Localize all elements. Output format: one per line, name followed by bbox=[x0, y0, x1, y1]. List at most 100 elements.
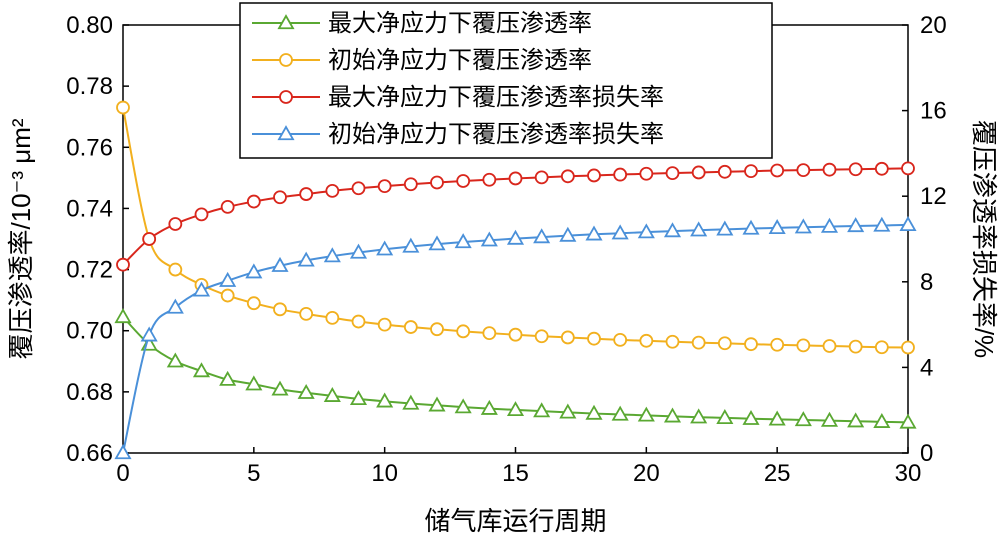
data-point bbox=[690, 408, 708, 424]
y-right-tick-label: 20 bbox=[920, 12, 947, 39]
y-right-tick-label: 8 bbox=[920, 269, 933, 296]
legend: 最大净应力下覆压渗透率初始净应力下覆压渗透率最大净应力下覆压渗透率损失率初始净应… bbox=[239, 2, 773, 159]
legend-label: 最大净应力下覆压渗透率 bbox=[328, 10, 592, 37]
axes-layer: 0 5 10 15 20 25 30 0.66 0.68 0.70 0.72 0.74 0.76 0.78… bbox=[6, 12, 999, 536]
data-point bbox=[377, 179, 392, 194]
data-point bbox=[219, 271, 237, 287]
data-point bbox=[742, 219, 760, 235]
data-point bbox=[376, 392, 394, 408]
legend-marker bbox=[279, 53, 293, 67]
data-point bbox=[349, 390, 368, 406]
data-point bbox=[430, 322, 444, 337]
data-point bbox=[587, 168, 601, 183]
data-point bbox=[166, 352, 184, 368]
data-point bbox=[480, 399, 498, 415]
data-point bbox=[873, 216, 891, 232]
legend-box bbox=[239, 2, 773, 159]
data-point bbox=[637, 223, 655, 239]
data-point bbox=[770, 163, 785, 178]
legend-item-3: 初始净应力下覆压渗透率损失率 bbox=[252, 121, 664, 148]
data-point bbox=[482, 326, 497, 341]
data-point bbox=[585, 225, 603, 241]
data-point bbox=[194, 207, 209, 222]
data-point bbox=[533, 228, 551, 244]
data-point bbox=[168, 217, 183, 231]
x-tick-label: 5 bbox=[247, 460, 260, 487]
data-point bbox=[847, 217, 865, 233]
data-point bbox=[559, 226, 577, 242]
legend-marker bbox=[277, 125, 295, 141]
y-right-tick-label: 0 bbox=[920, 440, 933, 467]
data-point bbox=[166, 298, 184, 314]
x-tick-label: 0 bbox=[116, 460, 129, 487]
data-point bbox=[299, 187, 314, 201]
data-point bbox=[822, 339, 837, 353]
data-point bbox=[716, 409, 734, 424]
data-point bbox=[116, 257, 130, 272]
data-point bbox=[482, 172, 497, 187]
data-point bbox=[297, 383, 315, 399]
y-left-tick-label: 0.78 bbox=[66, 73, 113, 100]
x-axis-title: 储气库运行周期 bbox=[424, 506, 606, 536]
data-point bbox=[848, 162, 863, 177]
data-point bbox=[349, 243, 368, 259]
series-layer bbox=[114, 100, 917, 460]
data-point bbox=[665, 166, 680, 180]
data-point bbox=[403, 177, 418, 192]
data-point bbox=[665, 334, 680, 349]
data-point bbox=[690, 221, 708, 237]
data-point bbox=[454, 398, 472, 414]
y-left-tick-label: 0.74 bbox=[66, 195, 113, 222]
data-point bbox=[192, 362, 211, 378]
data-point bbox=[508, 327, 523, 342]
data-point bbox=[716, 220, 734, 236]
legend-marker bbox=[277, 14, 295, 30]
data-point bbox=[559, 403, 577, 419]
data-point bbox=[794, 411, 812, 427]
data-point bbox=[717, 336, 732, 351]
data-point bbox=[246, 296, 261, 311]
y-left-axis-title: 覆压渗透率/10⁻³ μm² bbox=[6, 118, 36, 359]
data-point bbox=[456, 324, 471, 339]
data-point bbox=[142, 232, 157, 246]
data-point bbox=[613, 332, 628, 347]
y-left-tick-label: 0.72 bbox=[66, 257, 113, 284]
data-point bbox=[428, 396, 446, 412]
data-point bbox=[848, 339, 863, 354]
y-right-tick-label: 12 bbox=[920, 183, 947, 210]
series-1 bbox=[116, 100, 915, 355]
data-point bbox=[611, 224, 629, 240]
series-2 bbox=[116, 161, 915, 272]
data-point bbox=[428, 235, 446, 251]
data-point bbox=[506, 401, 525, 417]
x-tick-label: 20 bbox=[633, 460, 660, 487]
data-point bbox=[192, 281, 211, 297]
data-point bbox=[663, 222, 682, 238]
data-point bbox=[899, 413, 917, 429]
y-left-tick-label: 0.66 bbox=[66, 440, 113, 467]
data-point bbox=[402, 394, 420, 410]
data-point bbox=[770, 337, 785, 352]
x-tick-label: 30 bbox=[895, 460, 922, 487]
data-point bbox=[506, 229, 525, 245]
data-point bbox=[246, 194, 261, 209]
data-point bbox=[639, 333, 654, 348]
data-point bbox=[297, 251, 315, 267]
data-point bbox=[245, 263, 263, 279]
data-point bbox=[874, 340, 889, 355]
legend-label: 初始净应力下覆压渗透率 bbox=[328, 47, 592, 74]
y-right-tick-label: 4 bbox=[920, 354, 933, 381]
data-point bbox=[508, 171, 523, 186]
data-point bbox=[691, 165, 706, 180]
data-point bbox=[820, 217, 839, 233]
data-point bbox=[873, 413, 891, 428]
data-point bbox=[351, 181, 366, 196]
data-point bbox=[560, 169, 575, 184]
data-point bbox=[220, 199, 235, 214]
data-point bbox=[899, 216, 917, 232]
data-point bbox=[245, 375, 263, 391]
data-point bbox=[271, 256, 289, 272]
data-point bbox=[560, 330, 575, 345]
y-right-axis-title: 覆压渗透率损失率/% bbox=[969, 120, 999, 358]
